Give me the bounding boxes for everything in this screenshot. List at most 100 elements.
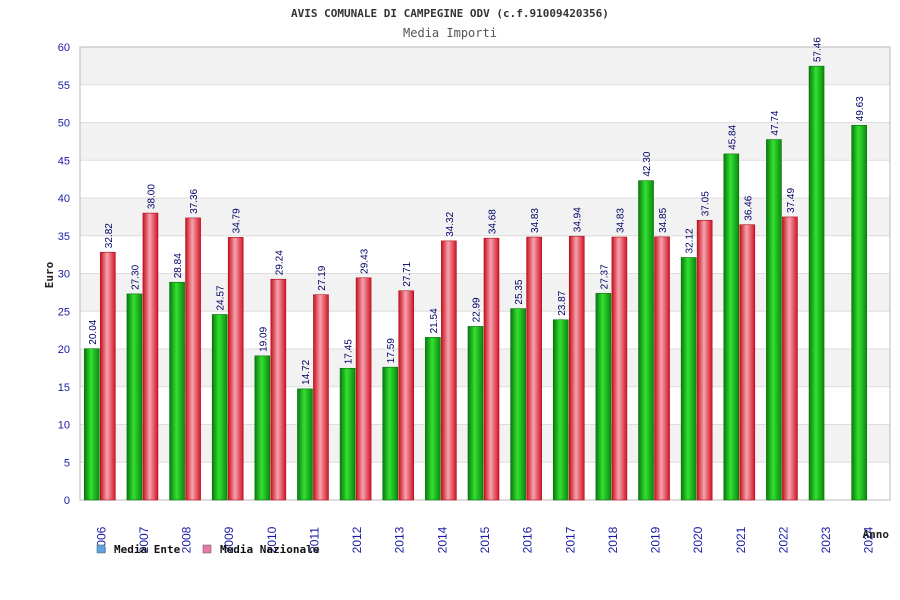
data-label: 34.79: [232, 208, 243, 233]
data-label: 42.30: [642, 151, 653, 176]
data-label: 20.04: [88, 319, 99, 344]
y-tick-label: 55: [58, 80, 70, 92]
data-label: 23.87: [557, 290, 568, 315]
x-axis-ticks: 2006 2007 2008 2009 2010 2011 2012 2013 2014 2015…: [94, 526, 875, 553]
data-label: 19.09: [258, 326, 269, 351]
data-label: 34.94: [573, 207, 584, 232]
y-axis-label: Euro: [43, 261, 56, 288]
bar-media-nazionale: [483, 237, 500, 501]
bars: [84, 65, 867, 501]
bar-media-ente: [339, 367, 356, 501]
x-tick-label: 2016: [521, 526, 535, 553]
bar-media-ente: [766, 139, 782, 501]
y-tick-label: 60: [58, 42, 70, 54]
x-tick-label: 2019: [649, 526, 663, 553]
x-tick-label: 2023: [819, 526, 833, 553]
bar-media-nazionale: [355, 277, 372, 501]
x-tick-label: 2022: [776, 526, 790, 553]
x-tick-label: 2007: [137, 526, 151, 553]
y-tick-label: 50: [58, 118, 70, 130]
data-label: 22.99: [472, 297, 483, 322]
data-label: 34.32: [445, 211, 456, 236]
x-tick-label: 2020: [691, 526, 705, 553]
data-label: 36.46: [743, 195, 754, 220]
x-tick-label: 2013: [393, 526, 407, 553]
data-label: 17.59: [386, 338, 397, 363]
data-label: 47.74: [770, 110, 781, 135]
data-label: 34.83: [615, 208, 626, 233]
data-label: 21.54: [429, 308, 440, 333]
y-tick-label: 25: [58, 306, 70, 318]
bar-media-ente: [169, 281, 185, 501]
data-label: 32.12: [685, 228, 696, 253]
x-axis-label: Anno: [863, 528, 890, 541]
data-label: 37.36: [189, 188, 200, 213]
bar-media-ente: [851, 124, 867, 501]
x-tick-label: 2018: [606, 526, 620, 553]
y-tick-label: 10: [58, 420, 70, 432]
x-tick-label: 2014: [435, 526, 449, 553]
bar-media-ente: [297, 388, 313, 501]
x-tick-label: 2008: [180, 526, 194, 553]
bar-media-nazionale: [696, 219, 713, 501]
bar-media-ente: [382, 366, 399, 501]
bar-media-ente: [595, 293, 612, 501]
value-labels: 20.04 32.82 27.30 38.00 28.84 37.36 24.57 34.79…: [88, 37, 866, 385]
bar-media-nazionale: [611, 236, 628, 501]
bar-media-nazionale: [185, 217, 201, 501]
bar-media-nazionale: [227, 237, 244, 501]
bar-media-nazionale: [313, 294, 329, 501]
data-label: 27.71: [402, 261, 413, 286]
bar-media-nazionale: [270, 278, 287, 501]
grid-band: [80, 47, 890, 85]
y-tick-label: 5: [64, 457, 70, 469]
bar-media-nazionale: [142, 212, 159, 501]
data-label: 24.57: [216, 285, 227, 310]
data-label: 29.24: [274, 250, 285, 275]
x-tick-label: 2012: [350, 526, 364, 553]
grid-band: [80, 160, 890, 198]
data-label: 14.72: [301, 359, 312, 384]
bar-media-ente: [680, 257, 697, 501]
bar-media-nazionale: [739, 224, 756, 501]
x-tick-label: 2011: [307, 527, 321, 553]
y-tick-label: 45: [58, 155, 70, 167]
data-label: 57.46: [813, 37, 824, 62]
bar-media-nazionale: [782, 216, 798, 501]
legend-swatch: [202, 544, 212, 554]
bar-media-nazionale: [654, 236, 670, 501]
data-label: 28.84: [173, 253, 184, 278]
legend-swatch: [96, 544, 106, 554]
data-label: 34.85: [658, 207, 669, 232]
grid-band: [80, 84, 890, 123]
bar-media-nazionale: [441, 240, 457, 501]
data-label: 29.43: [360, 248, 371, 273]
bar-media-ente: [211, 314, 228, 501]
legend-label: Media Ente: [114, 543, 181, 556]
data-label: 32.82: [104, 223, 115, 248]
x-tick-label: 2021: [734, 526, 748, 553]
y-tick-label: 20: [58, 344, 70, 356]
bar-media-nazionale: [568, 235, 585, 501]
bar-media-ente: [510, 308, 526, 501]
y-tick-label: 40: [58, 193, 70, 205]
y-tick-label: 0: [64, 495, 70, 507]
bar-media-ente: [467, 326, 484, 501]
bar-media-ente: [552, 319, 569, 501]
data-label: 34.68: [488, 209, 499, 234]
data-label: 17.45: [344, 339, 355, 364]
bar-media-ente: [425, 337, 441, 501]
bar-media-nazionale: [100, 251, 116, 501]
data-label: 37.05: [701, 191, 712, 216]
data-label: 38.00: [146, 184, 157, 209]
data-label: 27.37: [599, 264, 610, 289]
bar-media-ente: [808, 65, 825, 501]
y-tick-label: 30: [58, 269, 70, 281]
x-tick-label: 2010: [265, 526, 279, 553]
x-tick-label: 2015: [478, 526, 492, 553]
grid-band: [80, 122, 890, 161]
data-label: 45.84: [727, 124, 738, 149]
data-label: 27.30: [130, 264, 141, 289]
bar-media-nazionale: [398, 290, 415, 501]
